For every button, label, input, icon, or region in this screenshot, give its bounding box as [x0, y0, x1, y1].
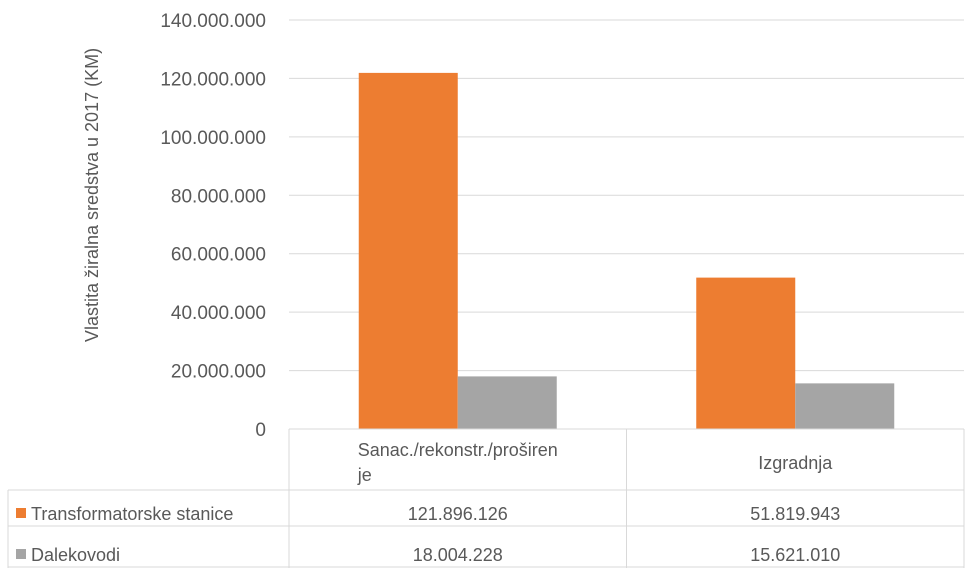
y-tick-label: 0 [255, 420, 266, 441]
y-tick-label: 80.000.000 [171, 186, 266, 207]
y-tick-label: 60.000.000 [171, 245, 266, 266]
table-cell-value: 15.621.010 [750, 545, 840, 565]
legend-label: Transformatorske stanice [31, 504, 233, 524]
bar-dalekovodi-1 [457, 376, 557, 429]
table-cell-value: 51.819.943 [750, 504, 840, 524]
bars [358, 72, 895, 430]
y-tick-label: 120.000.000 [160, 69, 266, 90]
table-cell-value: 121.896.126 [408, 504, 508, 524]
legend-swatch [16, 508, 26, 518]
y-axis-label: Vlastita žiralna sredstva u 2017 (KM) [82, 48, 102, 342]
y-tick-label: 140.000.000 [160, 11, 266, 32]
y-tick-label: 20.000.000 [171, 362, 266, 383]
y-tick-label: 40.000.000 [171, 303, 266, 324]
legend-swatch [16, 549, 26, 559]
bar-dalekovodi-2 [795, 383, 895, 429]
category-label: Izgradnja [758, 453, 833, 473]
y-axis-tick-labels: 0 20.000.000 40.000.000 60.000.000 80.000.00… [160, 11, 266, 441]
table-cell-value: 18.004.228 [413, 545, 503, 565]
legend-label: Dalekovodi [31, 545, 120, 565]
bar-transformatorske-stanice-2 [696, 277, 796, 429]
data-table: Sanac./rekonstr./proširen je Izgradnja Tran… [7, 428, 965, 568]
bar-transformatorske-stanice-1 [358, 72, 458, 430]
category-label: Sanac./rekonstr./proširen [358, 440, 558, 460]
category-label-continued: je [357, 465, 372, 485]
y-tick-label: 100.000.000 [160, 128, 266, 149]
